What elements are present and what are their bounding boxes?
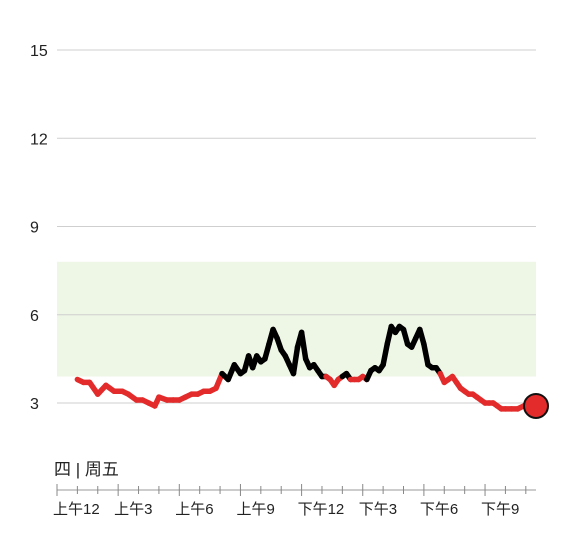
x-tick-label: 上午12 <box>53 501 100 518</box>
current-point[interactable] <box>523 392 549 419</box>
grid-lines <box>57 49 536 404</box>
series-segment <box>421 341 431 368</box>
series-segment <box>380 341 390 368</box>
y-tick-label: 9 <box>30 220 39 237</box>
day-label: 四 | 周五 <box>54 460 119 479</box>
series-segment <box>514 403 527 412</box>
series-segment <box>290 344 301 377</box>
x-tick-label: 上午6 <box>175 501 213 518</box>
x-tick-label: 下午12 <box>298 501 345 518</box>
y-axis: 15 12 9 6 3 <box>30 43 48 413</box>
current-reading-marker[interactable] <box>523 392 549 419</box>
x-axis: 上午12 上午3 上午6 上午9 下午12 下午3 下午6 下午9 <box>53 484 527 518</box>
glucose-series <box>74 323 527 412</box>
y-tick-label: 6 <box>30 308 39 325</box>
x-tick-label: 下午9 <box>481 501 519 518</box>
y-tick-label: 3 <box>30 396 39 413</box>
y-tick-label: 12 <box>30 131 48 148</box>
x-tick-label: 上午9 <box>236 501 274 518</box>
series-segment <box>298 329 309 362</box>
y-tick-label: 15 <box>30 43 48 60</box>
x-tick-label: 上午3 <box>114 501 152 518</box>
x-tick-label: 下午6 <box>420 501 458 518</box>
x-tick-label: 下午3 <box>359 501 397 518</box>
